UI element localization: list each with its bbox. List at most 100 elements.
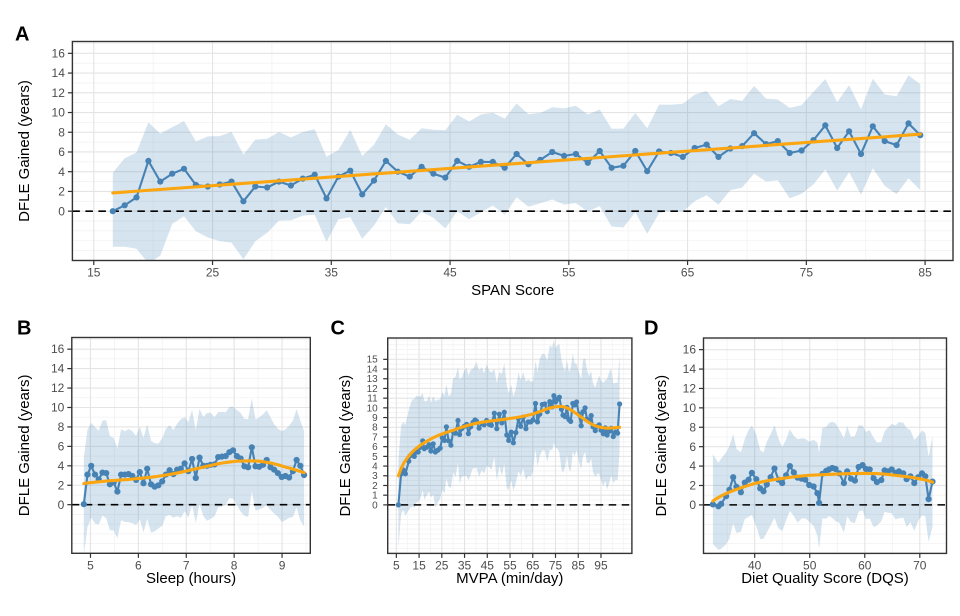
axis-ticks: 5 6 7 8 9 0 2 4 6 8 10 12 14 16 [51,342,286,572]
y-tick-label: 0 [372,500,378,511]
data-point [411,453,417,459]
data-point [323,195,330,202]
y-tick-label: 6 [58,439,65,453]
panel-B: 5 6 7 8 9 0 2 4 6 8 10 12 14 16 Sleep (hours) DFLE Gain… [16,317,312,587]
data-point [574,399,580,405]
data-point [347,167,354,174]
data-point [370,177,378,184]
data-layer [703,421,947,550]
data-point [488,422,494,428]
data-point [506,437,512,443]
data-point [395,502,401,508]
data-point [465,431,471,437]
data-point [121,202,128,209]
x-tick-label: 7 [183,558,190,572]
y-tick-label: 12 [51,381,65,395]
x-tick-label: 8 [231,558,238,572]
data-point [763,481,770,488]
y-tick-label: 12 [683,382,697,396]
x-tick-label: 6 [135,558,142,572]
data-point [415,449,421,455]
y-tick-label: 4 [689,459,696,473]
data-point [91,471,99,478]
data-point [192,474,199,482]
x-tick-label: 5 [393,558,400,572]
y-tick-label: 14 [51,362,65,376]
data-point [359,191,366,198]
data-point [911,480,918,487]
data-point [297,462,304,469]
data-point [551,393,557,399]
data-point [287,182,294,189]
data-point [810,483,817,490]
data-point [816,499,823,506]
data-point [748,469,756,476]
x-axis-title: MVPA (min/day) [456,570,563,587]
panel-tag: D [644,317,658,339]
panel-border [71,336,312,555]
data-point [561,152,568,159]
data-point [832,465,839,473]
y-tick-label: 1 [372,491,378,502]
data-point [476,425,482,431]
data-point [508,429,514,435]
data-point [715,153,722,160]
data-point [448,442,454,448]
x-tick-label: 25 [435,558,449,572]
data-point [501,164,508,171]
y-tick-label: 10 [367,403,379,414]
data-point [264,184,271,191]
y-tick-label: 10 [683,401,697,415]
data-point [252,183,259,190]
data-point [222,453,229,460]
y-tick-label: 6 [372,442,378,453]
data-point [114,488,121,495]
data-point [580,409,586,415]
y-tick-label: 0 [58,204,65,218]
data-point [159,478,166,485]
data-point [496,411,502,417]
confidence-ribbon [398,339,620,549]
y-tick-label: 16 [52,46,66,60]
data-point [133,194,140,201]
data-point [786,463,794,470]
y-tick-label: 13 [367,374,379,385]
data-point [572,150,580,158]
x-tick-label: 95 [594,558,608,572]
y-tick-label: 16 [683,343,697,357]
y-tick-label: 15 [367,355,379,366]
x-tick-label: 55 [503,558,517,572]
y-tick-label: 4 [372,461,378,472]
data-point [169,170,176,177]
data-point [406,173,413,180]
data-point [437,445,443,451]
data-point [230,447,237,454]
data-point [240,198,247,205]
data-point [177,465,184,472]
data-point [430,441,436,447]
data-point [455,417,461,424]
smooth-trend-line [711,471,935,503]
panel-border [71,40,954,262]
y-tick-label: 8 [58,125,65,139]
data-point [140,480,147,487]
data-point [615,430,621,436]
data-point [608,164,615,171]
y-tick-label: 4 [58,459,65,473]
data-point [84,471,91,478]
data-point [454,157,461,164]
x-axis-title: Sleep (hours) [146,570,236,587]
x-tick-label: 70 [913,558,927,572]
panel-tag: B [17,317,31,339]
x-tick-label: 25 [206,266,220,280]
data-point [181,460,188,467]
x-tick-label: 65 [681,266,695,280]
y-tick-label: 12 [52,86,66,100]
data-point [866,466,873,473]
data-point [245,464,252,471]
data-point [549,148,556,156]
data-point [547,399,553,405]
data-point [477,158,484,165]
data-point [584,159,591,166]
